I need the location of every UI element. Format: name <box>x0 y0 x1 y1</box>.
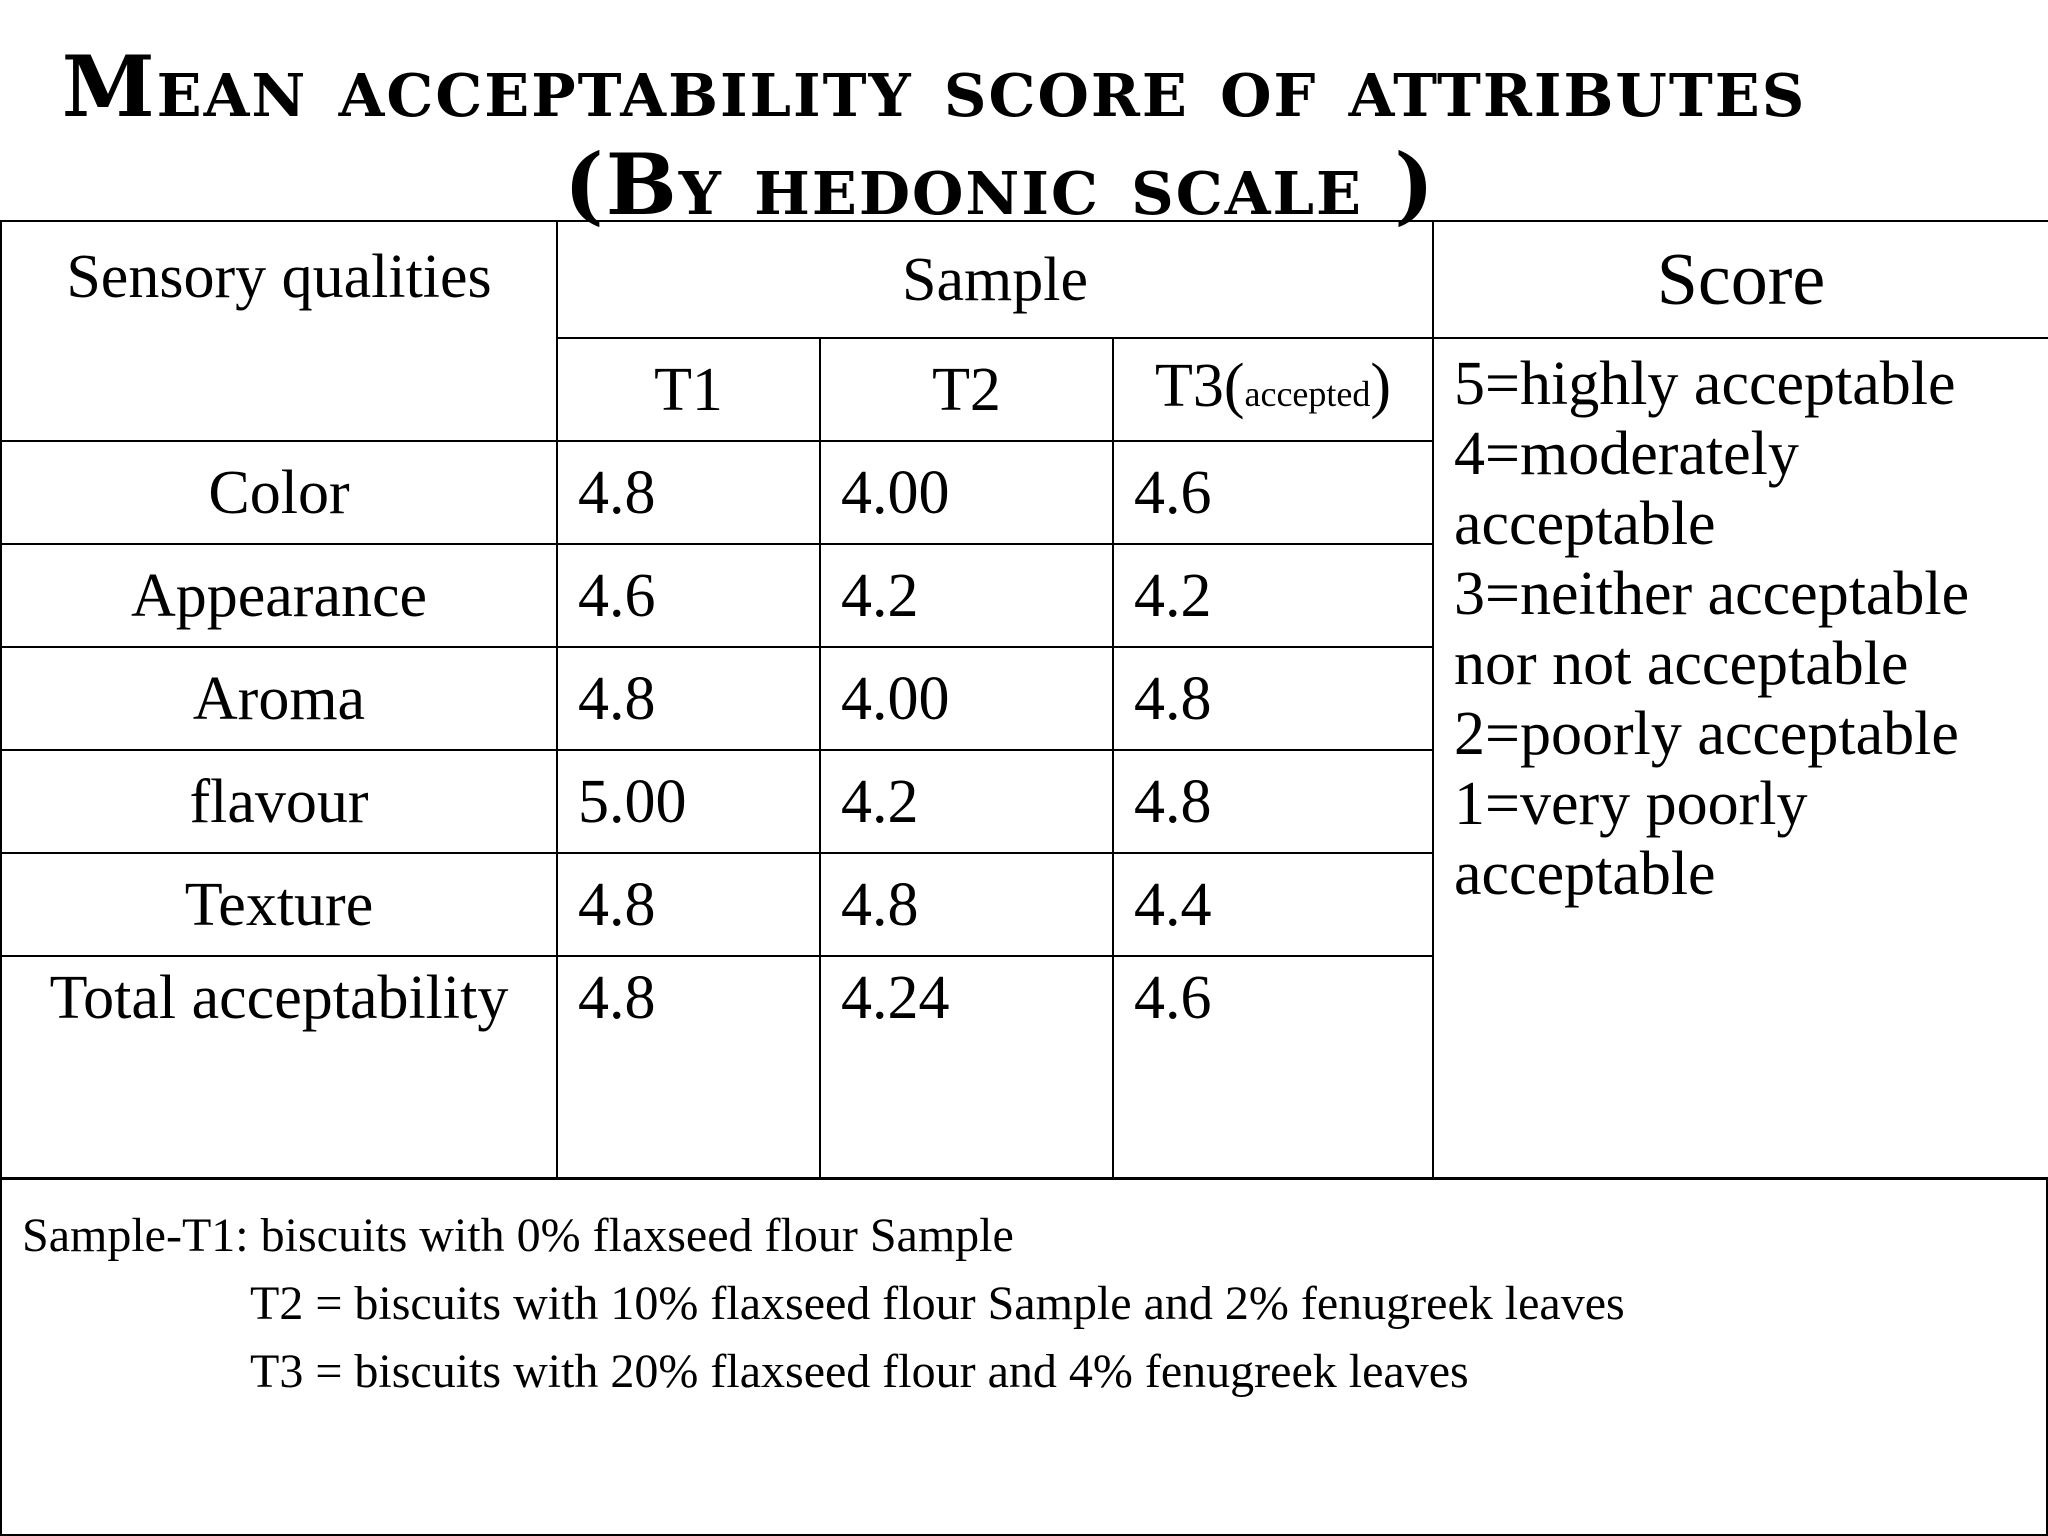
legend-line: 2=poorly acceptable <box>1454 700 1959 768</box>
footnote-box: Sample-T1: biscuits with 0% flaxseed flo… <box>0 1178 2048 1536</box>
legend-line: acceptable <box>1454 840 1716 908</box>
footnote-line: Sample-T1: biscuits with 0% flaxseed flo… <box>22 1209 1014 1262</box>
header-score: Score <box>1432 220 2048 339</box>
t2-value: 4.00 <box>819 440 1114 545</box>
t1-value: 4.8 <box>556 852 821 957</box>
quality-cell: Color <box>0 440 558 545</box>
t2-value: 4.24 <box>819 955 1114 1179</box>
footnote-line: T2 = biscuits with 10% flaxseed flour Sa… <box>250 1277 1625 1330</box>
header-t1: T1 <box>556 337 821 442</box>
legend-line: 5=highly acceptable <box>1454 350 1956 418</box>
quality-cell: flavour <box>0 749 558 854</box>
title-line-2: (By hedonic scale ) <box>564 135 1436 234</box>
quality-cell: Texture <box>0 852 558 957</box>
t2-value: 4.2 <box>819 543 1114 648</box>
t3-value: 4.8 <box>1111 749 1435 854</box>
quality-cell: Appearance <box>0 543 558 648</box>
t3-value: 4.8 <box>1111 646 1435 751</box>
t1-value: 4.8 <box>556 440 821 545</box>
legend-line: nor not acceptable <box>1454 630 1909 698</box>
acceptability-table: Sensory qualities Sample Score T1 T2 T3(… <box>0 220 2048 1179</box>
table-row-total: Total acceptability 4.8 4.24 4.6 <box>0 955 2048 1179</box>
t3-value: 4.2 <box>1111 543 1435 648</box>
t3-value: 4.6 <box>1111 955 1435 1179</box>
legend-line: 4=moderately <box>1454 420 1799 488</box>
table-row: Texture 4.8 4.8 4.4 <box>0 852 2048 957</box>
header-t3-note: accepted <box>1244 373 1371 414</box>
header-sensory-qualities: Sensory qualities <box>0 220 558 442</box>
page-title: Mean acceptability score of attributes (… <box>0 38 2048 234</box>
t2-value: 4.8 <box>819 852 1114 957</box>
header-sample: Sample <box>555 220 1435 339</box>
legend-line: 1=very poorly <box>1454 770 1808 838</box>
header-t3-label: T3( <box>1154 351 1245 420</box>
t1-value: 4.6 <box>556 543 821 648</box>
table-row: flavour 5.00 4.2 4.8 <box>0 749 2048 854</box>
t1-value: 4.8 <box>556 646 821 751</box>
t1-value: 5.00 <box>556 749 821 854</box>
header-t3: T3(accepted) <box>1111 337 1435 442</box>
t1-value: 4.8 <box>556 955 821 1179</box>
quality-cell: Total acceptability <box>0 955 558 1179</box>
score-legend: 5=highly acceptable 4=moderately accepta… <box>1432 337 2048 1179</box>
t3-value: 4.6 <box>1111 440 1435 545</box>
table-row: Color 4.8 4.00 4.6 <box>0 440 2048 545</box>
t3-value: 4.4 <box>1111 852 1435 957</box>
t2-value: 4.00 <box>819 646 1114 751</box>
table-row: Appearance 4.6 4.2 4.2 <box>0 543 2048 648</box>
legend-line: acceptable <box>1454 490 1716 558</box>
table-header-row: Sensory qualities Sample Score <box>0 220 2048 442</box>
header-t2: T2 <box>819 337 1114 442</box>
t2-value: 4.2 <box>819 749 1114 854</box>
header-t3-close: ) <box>1370 351 1392 420</box>
table-row: Aroma 4.8 4.00 4.8 <box>0 646 2048 751</box>
legend-line: 3=neither acceptable <box>1454 560 1970 628</box>
footnote-line: T3 = biscuits with 20% flaxseed flour an… <box>250 1345 1469 1398</box>
title-line-1: Mean acceptability score of attributes <box>61 37 1807 136</box>
table-subheader-row: T1 T2 T3(accepted) 5=highly acceptable 4… <box>1 337 2048 1179</box>
quality-cell: Aroma <box>0 646 558 751</box>
